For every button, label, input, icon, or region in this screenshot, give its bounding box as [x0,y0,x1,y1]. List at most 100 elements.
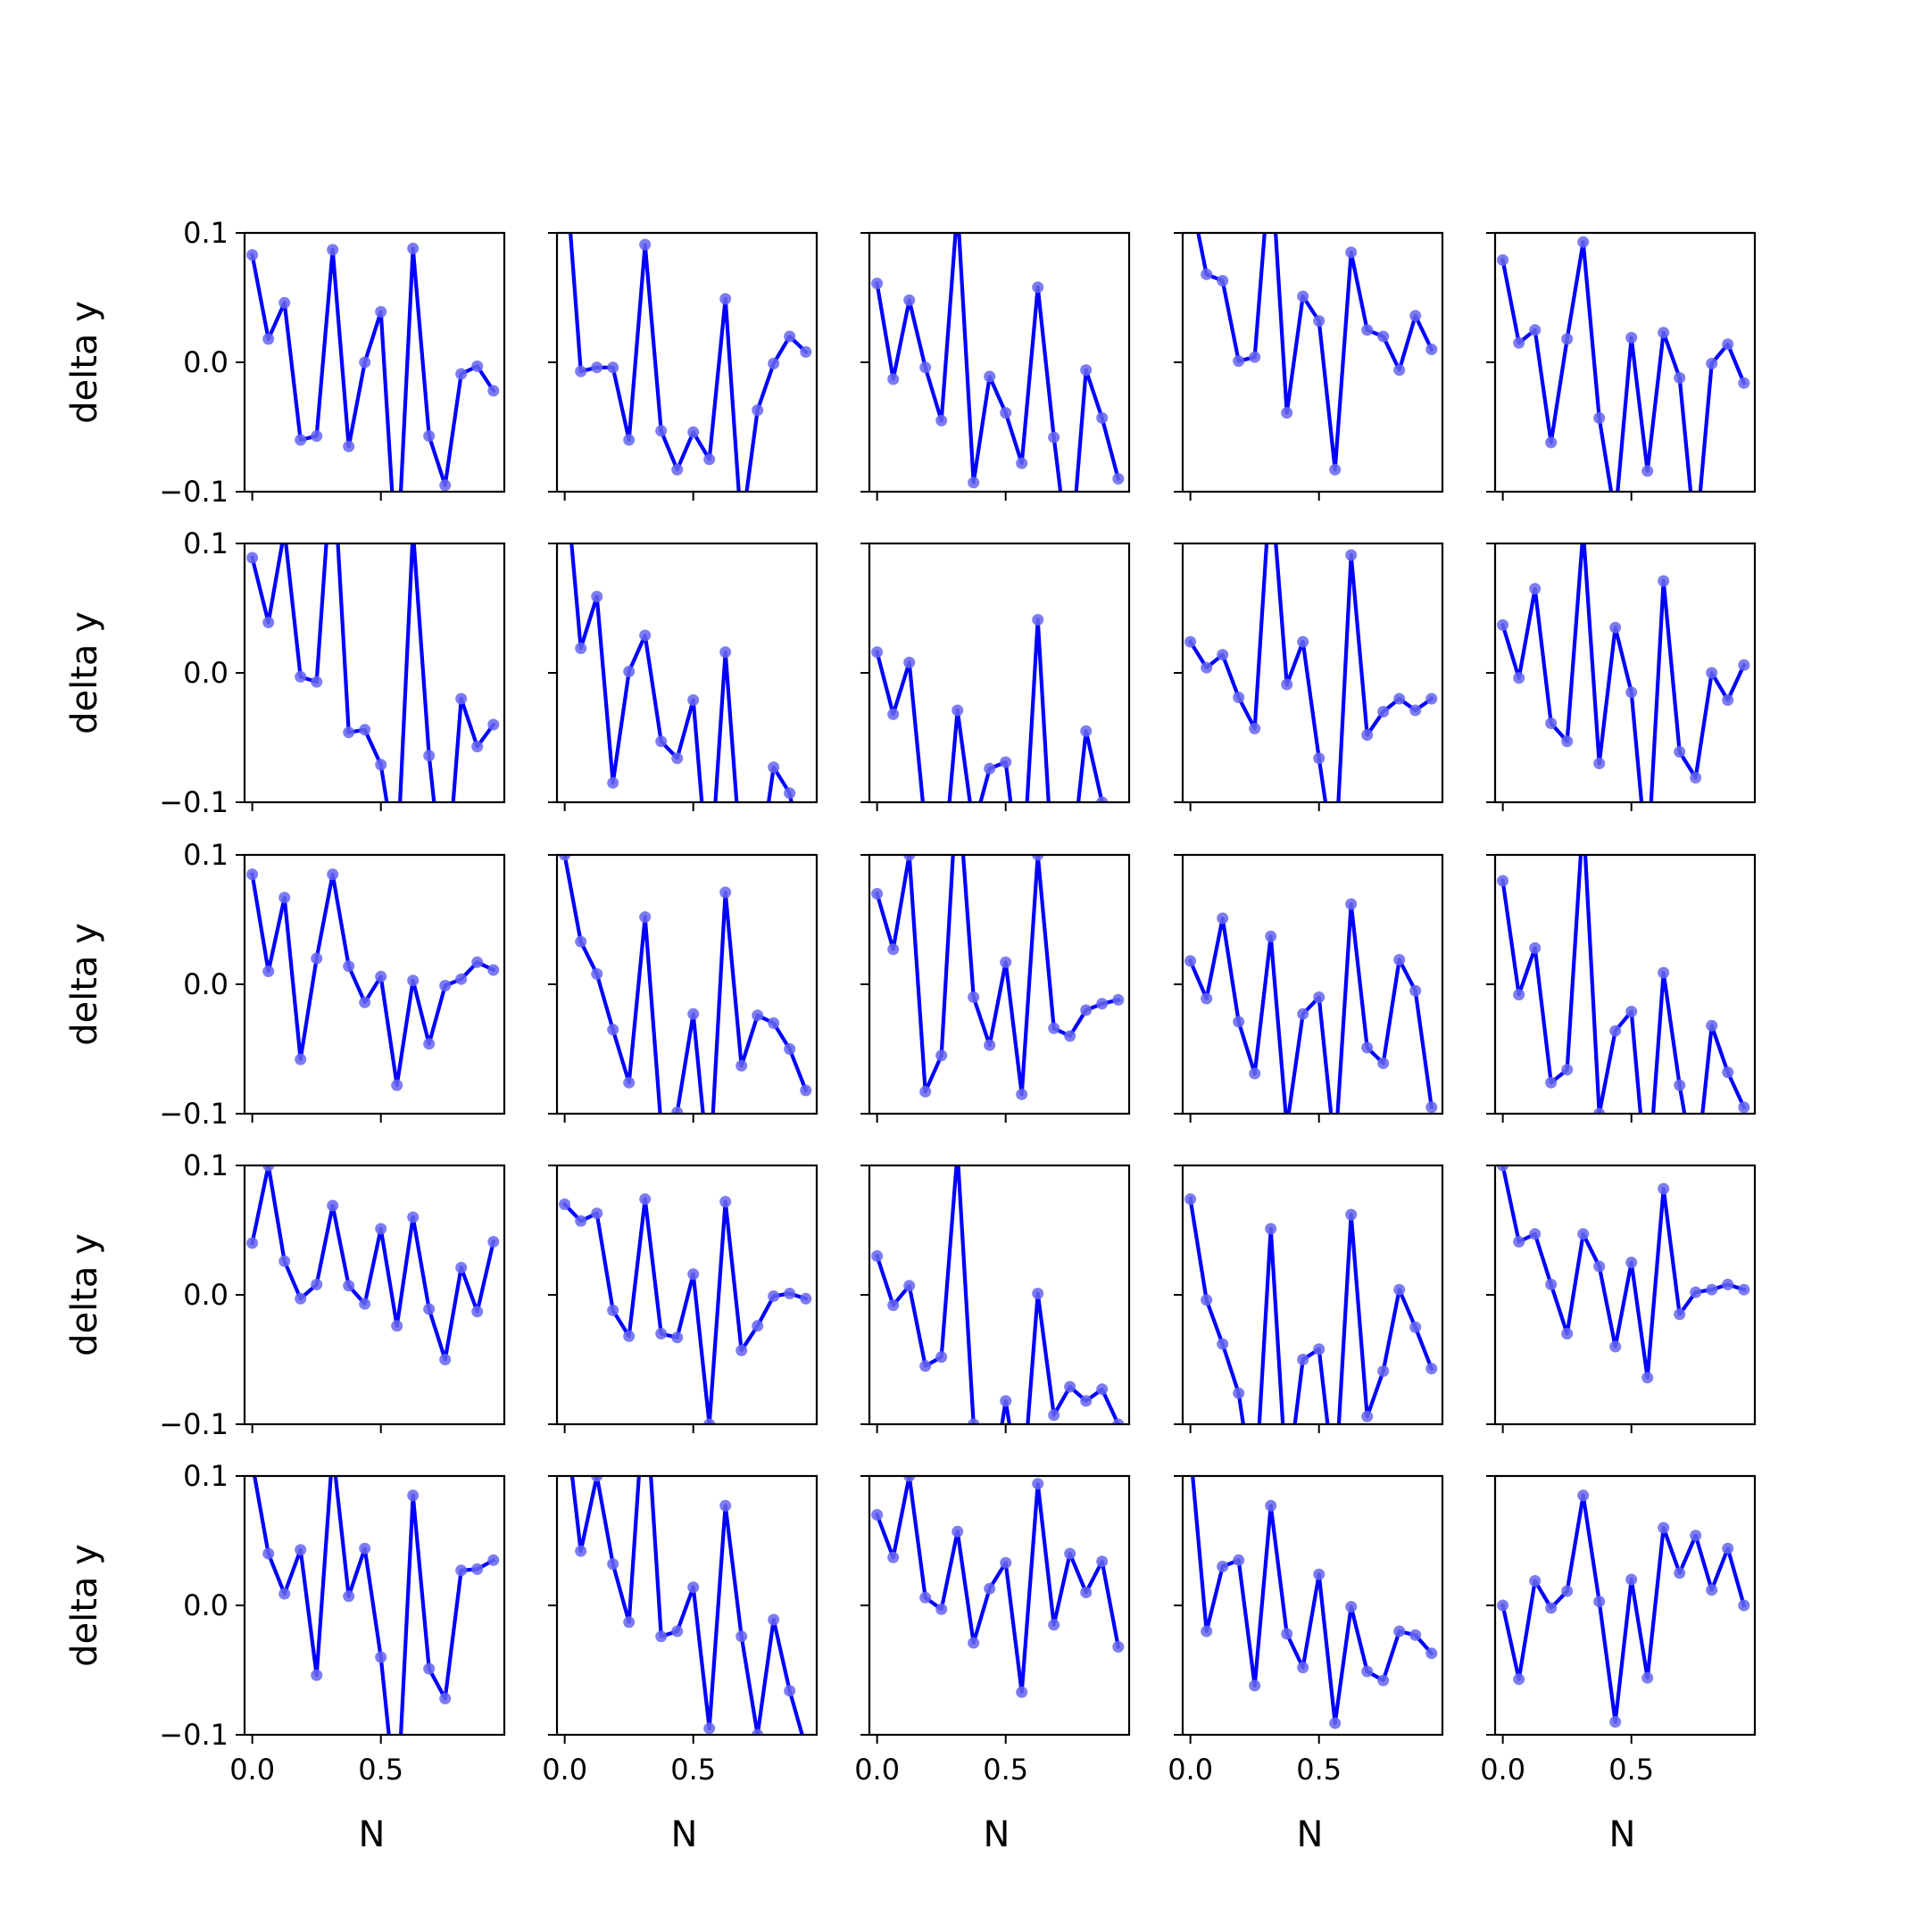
series-line [1500,1165,1747,1380]
data-point [1641,1186,1653,1198]
data-point [1674,371,1686,384]
data-point [952,1525,964,1538]
subplot-r3-c4 [1174,853,1444,1123]
series-line [1500,855,1747,1114]
data-point [327,1445,338,1456]
x-axis-label: N [359,1814,386,1855]
data-point [800,345,812,358]
data-point [1265,150,1276,162]
data-point [246,249,259,261]
data-point [559,460,570,472]
plot-area [253,1445,500,1735]
data-point [1265,473,1276,485]
data-point [687,694,700,706]
data-point [1577,236,1590,248]
data-point [903,294,916,306]
data-point [375,970,387,983]
data-point [784,1043,796,1055]
data-point [1577,1489,1590,1502]
data-point [1000,1395,1012,1407]
plot-area [246,1165,500,1365]
plot-area [1184,1193,1438,1424]
series-line [250,246,496,492]
axes-frame [868,1164,1131,1426]
data-point [984,1582,996,1595]
subplot-r2-c3 [860,542,1131,886]
data-point [1281,1628,1293,1640]
data-point [1393,364,1406,377]
data-point [1545,1278,1558,1290]
data-point [984,762,996,775]
data-point [719,1499,732,1512]
data-point [295,1292,307,1305]
data-point [278,1588,291,1600]
data-point [1297,290,1309,303]
y-tick-label: 0.0 [183,656,229,690]
data-point [575,365,587,377]
data-point [487,718,500,731]
data-point [703,453,716,466]
data-point [1722,1542,1734,1555]
plot-area [1497,236,1750,492]
y-axis-label: delta y [64,1233,105,1356]
data-point [391,1079,403,1091]
axes-frame [243,231,506,493]
data-point [423,1038,436,1050]
data-point [752,1729,764,1735]
data-point [1545,1602,1558,1614]
data-point [1513,1673,1525,1686]
data-point [246,868,259,881]
data-point [295,434,307,446]
data-point [343,1590,355,1603]
data-point [752,404,764,417]
data-point [1064,564,1076,576]
plot-area [559,460,796,802]
plot-area [871,855,1125,1100]
data-point [687,426,700,438]
data-point [359,724,371,736]
data-point [1497,253,1509,266]
data-point [607,361,619,374]
series-line [253,1476,496,1735]
data-point [919,1360,932,1372]
data-point [752,1320,764,1332]
plot-area [1497,1165,1750,1384]
data-point [295,1053,307,1066]
data-point [1497,618,1509,631]
plot-area [871,614,1124,886]
plot-area [1497,543,1750,802]
data-point [375,1223,387,1235]
data-point [887,1299,900,1312]
data-point [1064,1030,1076,1042]
data-point [1658,327,1670,339]
y-axis-label: delta y [64,1544,105,1667]
data-point [671,752,684,765]
data-point [784,1685,796,1697]
data-point [591,361,603,374]
data-point [1377,706,1390,717]
data-point [1345,1208,1358,1221]
data-point [1329,463,1342,476]
data-point [1377,330,1390,343]
data-point [1297,1354,1309,1365]
data-point [655,1328,668,1339]
data-point [1064,875,1076,886]
data-point [1032,1288,1044,1299]
data-point [262,333,275,345]
data-point [871,646,884,659]
data-point [471,741,484,753]
axes-frame [1181,853,1444,1115]
y-tick-label: −0.1 [159,785,229,819]
data-point [311,676,323,688]
data-point [407,242,420,254]
data-point [1738,1283,1750,1296]
data-point [262,966,275,977]
data-point [1393,954,1406,966]
data-point [1249,1679,1261,1692]
subplot-r2-c5 [1486,542,1757,811]
data-point [359,356,371,369]
data-point [1112,875,1124,886]
data-point [655,1121,667,1132]
data-point [1112,473,1125,485]
